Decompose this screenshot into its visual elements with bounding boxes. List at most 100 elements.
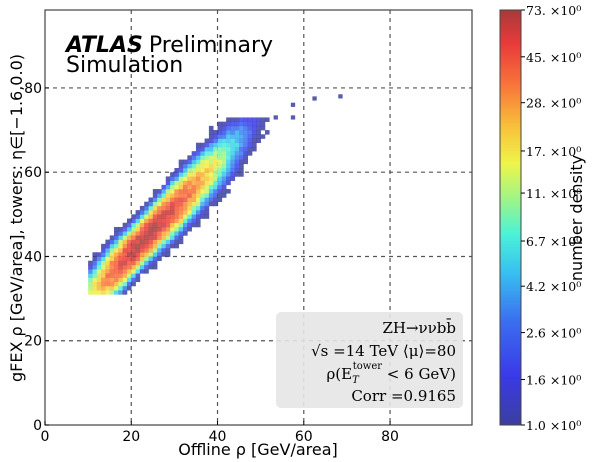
heatmap-cell (174, 201, 180, 207)
heatmap-cell (195, 210, 201, 215)
heatmap-cell (191, 193, 197, 198)
heatmap-cell (213, 142, 218, 148)
heatmap-cell (118, 226, 123, 232)
heatmap-cell (139, 210, 145, 215)
heatmap-cell (260, 125, 266, 131)
heatmap-cell (174, 214, 180, 219)
colorbar-tick-label: 2.6 ×10⁰ (526, 326, 581, 341)
heatmap-cell (139, 239, 145, 245)
heatmap-cell (114, 281, 119, 287)
heatmap-cell (221, 155, 227, 160)
heatmap-cell (148, 218, 154, 224)
heatmap-cell (187, 197, 192, 203)
heatmap-cell (191, 163, 197, 169)
heatmap-cell (195, 201, 201, 207)
heatmap-cell (191, 159, 197, 165)
heatmap-cell (157, 193, 162, 198)
heatmap-cell (208, 163, 214, 169)
heatmap-cell (217, 151, 223, 156)
heatmap-cell (247, 121, 253, 127)
heatmap-cell (109, 243, 115, 249)
heatmap-cell (88, 264, 93, 270)
heatmap-cell (105, 277, 110, 283)
heatmap-cell (122, 285, 128, 291)
annotation-process: ZH→ννbb̄ (382, 319, 456, 337)
heatmap-cell (165, 243, 171, 249)
heatmap-cell (157, 252, 162, 257)
heatmap-cell (200, 151, 205, 156)
heatmap-cell (118, 277, 123, 283)
heatmap-cell (208, 155, 214, 160)
heatmap-cell (187, 180, 192, 186)
heatmap-cell (221, 176, 227, 181)
heatmap-cell (118, 235, 123, 240)
heatmap-cell (191, 205, 197, 211)
heatmap-cell (170, 210, 175, 215)
heatmap-cell (221, 180, 227, 186)
heatmap-cell (230, 138, 236, 144)
heatmap-cell (126, 243, 132, 249)
heatmap-cell (152, 201, 158, 207)
heatmap-cell (152, 243, 158, 249)
heatmap-cell (183, 222, 188, 228)
heatmap-cell (161, 252, 167, 257)
heatmap-cell (161, 231, 167, 236)
heatmap-cell (144, 264, 149, 270)
heatmap-cell (152, 205, 158, 211)
heatmap-cell (118, 256, 123, 261)
heatmap-cell-outlier (273, 115, 278, 120)
heatmap-cell (152, 256, 158, 261)
heatmap-cell (144, 218, 149, 224)
heatmap-cell (217, 146, 223, 152)
heatmap-cell-outlier (290, 115, 296, 120)
heatmap-cell (208, 176, 214, 181)
heatmap-cell (109, 248, 115, 253)
heatmap-cell (157, 197, 162, 203)
heatmap-cell (213, 134, 218, 139)
heatmap-cell (195, 167, 201, 173)
heatmap-cell (239, 130, 244, 135)
heatmap-cell (221, 159, 227, 165)
heatmap-cell (161, 218, 167, 224)
heatmap-cell (230, 159, 236, 165)
heatmap-cell (226, 189, 231, 194)
heatmap-cell (178, 180, 184, 186)
heatmap-cell (170, 205, 175, 211)
heatmap-cell (165, 222, 171, 228)
heatmap-cell (157, 210, 162, 215)
heatmap-cell (174, 205, 180, 211)
heatmap-cell (152, 193, 158, 198)
heatmap-cell (230, 155, 236, 160)
heatmap-cell (139, 243, 145, 249)
heatmap-cell (105, 269, 110, 274)
atlas-label: ATLAS Preliminary (64, 33, 273, 58)
heatmap-cell (165, 189, 171, 194)
heatmap-cell (148, 205, 154, 211)
heatmap-cell (161, 235, 167, 240)
heatmap-cell (135, 269, 141, 274)
heatmap-cell (114, 285, 119, 291)
heatmap-cell (109, 277, 115, 283)
heatmap-cell (234, 151, 240, 156)
x-tick-label: 40 (209, 429, 227, 445)
x-tick-label: 20 (122, 429, 140, 445)
heatmap-cell (135, 248, 141, 253)
heatmap-cell (131, 226, 136, 232)
heatmap-cell (131, 277, 136, 283)
heatmap-cell (148, 239, 154, 245)
heatmap-cell (213, 151, 218, 156)
heatmap-cell (183, 176, 188, 181)
heatmap-cell (122, 256, 128, 261)
heatmap-cell (174, 243, 180, 249)
heatmap-cell (204, 163, 210, 169)
heatmap-cell (144, 222, 149, 228)
heatmap-cell (165, 184, 171, 190)
heatmap-cell (183, 218, 188, 224)
heatmap-cell (152, 252, 158, 257)
heatmap-cell (226, 125, 231, 131)
heatmap-cell (213, 167, 218, 173)
heatmap-cell (118, 285, 123, 291)
heatmap-cell (109, 269, 115, 274)
heatmap-cell (144, 239, 149, 245)
heatmap-cell (135, 239, 141, 245)
